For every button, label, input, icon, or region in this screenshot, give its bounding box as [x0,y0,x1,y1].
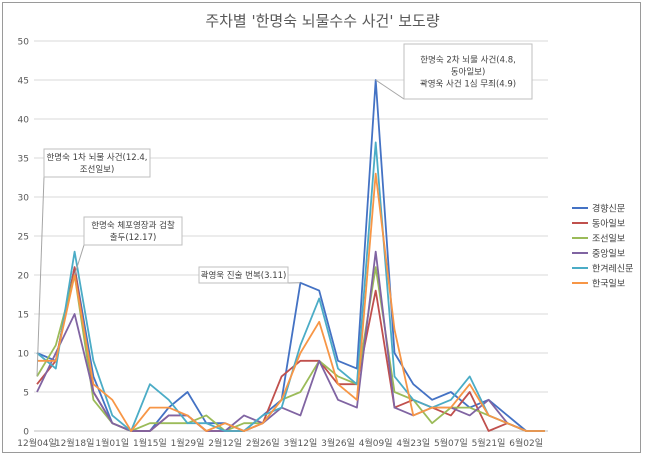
annotation-connector [74,244,85,276]
legend-item: 조선일보 [572,234,625,245]
legend-label: 동아일보 [592,219,625,230]
annotation-text: 곽영욱 사건 1심 무죄(4.9) [420,79,516,90]
legend-item: 한국일보 [572,279,625,290]
y-tick-label: 20 [18,272,30,282]
x-tick-label: 12월18일 [55,437,94,449]
y-tick-label: 35 [18,155,29,165]
x-tick-label: 3월12일 [284,437,318,449]
annotation-box [83,216,183,246]
legend-label: 경향신문 [592,203,625,215]
annotation-text: 곽영욱 진술 번복(3.11) [201,270,287,281]
chart-title: 주차별 '한명숙 뇌물수수 사건' 보도량 [205,12,440,30]
annotation-connector [375,79,405,100]
legend-item: 중앙일보 [572,248,625,260]
annotation-text: 한명숙 1차 뇌물 사건(12.4, [46,152,147,163]
annotation-callout: 곽영욱 진술 번복(3.11) [198,266,301,284]
y-tick-label: 10 [18,350,30,360]
x-tick-label: 1월01일 [95,437,129,449]
x-tick-label: 2월12일 [208,437,242,449]
x-tick-label: 5월21일 [472,437,506,449]
x-tick-label: 6월02일 [509,437,543,449]
y-tick-label: 45 [18,77,29,87]
y-tick-label: 40 [18,116,30,126]
legend-item: 경향신문 [572,203,625,215]
x-tick-label: 2월26일 [246,437,280,449]
series-line-4 [36,250,545,432]
annotation-box [198,266,289,284]
annotation-callout: 한명숙 2차 뇌물 사건(4.8,동아일보)곽영욱 사건 1심 무죄(4.9) [375,43,533,100]
annotation-text: 동아일보) [451,67,486,78]
annotations: 한명숙 1차 뇌물 사건(12.4, 조선일보) 한명숙 체포영장과 검찰출두(12… [36,43,533,377]
annotation-callout: 한명숙 1차 뇌물 사건(12.4, 조선일보) [36,148,151,377]
y-tick-label: 0 [23,428,29,438]
x-tick-label: 12월04일 [17,437,56,449]
annotation-connector [36,176,45,377]
x-tick-label: 4월09일 [359,437,393,449]
y-tick-label: 30 [18,194,30,204]
x-tick-label: 3월26일 [321,437,355,449]
x-tick-label: 4월23일 [396,437,430,449]
y-tick-label: 50 [18,38,30,48]
x-tick-label: 1월15일 [133,437,167,449]
series-lines [36,79,545,432]
legend-label: 조선일보 [592,234,625,245]
x-tick-label: 1월29일 [171,437,205,449]
legend-label: 한국일보 [592,279,625,290]
legend-item: 동아일보 [572,219,625,230]
annotation-text: 조선일보) [80,165,115,175]
legend-label: 중앙일보 [592,248,625,260]
annotation-box [43,148,151,178]
y-tick-label: 5 [23,389,29,399]
legend-label: 한겨레신문 [592,264,633,275]
y-tick-label: 25 [18,233,29,243]
series-line-6 [37,172,545,432]
annotation-box [403,43,533,100]
y-tick-label: 15 [18,311,29,321]
x-tick-label: 5월07일 [434,437,468,449]
annotation-text: 한명숙 2차 뇌물 사건(4.8, [420,55,516,66]
legend-item: 한겨레신문 [572,264,633,275]
annotation-text: 출두(12.17) [110,232,157,243]
series-line-5 [36,141,545,432]
annotation-text: 한명숙 체포영장과 검찰 [91,220,175,231]
